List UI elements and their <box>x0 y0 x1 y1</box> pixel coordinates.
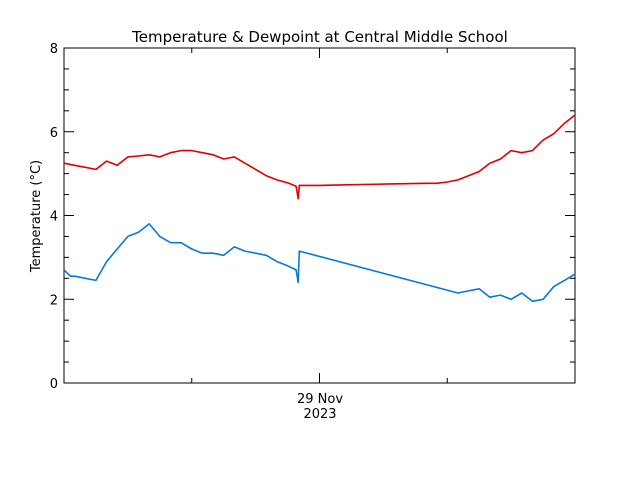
x-axis <box>191 48 448 383</box>
chart-title: Temperature & Dewpoint at Central Middle… <box>131 28 508 46</box>
y-axis: 0 2 4 6 8 <box>50 42 575 392</box>
temperature-line <box>63 114 576 200</box>
series-layer <box>63 114 576 303</box>
dewpoint-line <box>63 223 576 303</box>
y-tick-label: 2 <box>50 293 58 308</box>
y-tick-label: 4 <box>50 210 58 225</box>
y-tick-label: 8 <box>50 42 58 57</box>
x-tick-label-year: 2023 <box>303 407 336 422</box>
x-tick-label-date: 29 Nov <box>297 392 343 407</box>
y-tick-label: 0 <box>50 377 58 392</box>
y-axis-label: Temperature (°C) <box>29 160 44 273</box>
y-tick-label: 6 <box>50 126 58 141</box>
